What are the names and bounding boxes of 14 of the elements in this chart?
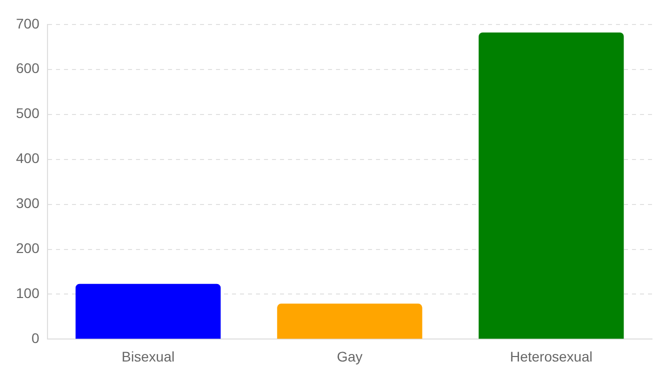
y-tick-label: 400 — [16, 150, 40, 166]
x-tick-label: Gay — [336, 348, 363, 364]
x-tick-label: Bisexual — [122, 348, 175, 364]
y-tick-label: 0 — [32, 330, 40, 346]
bar — [478, 32, 624, 339]
y-tick-label: 300 — [16, 195, 40, 212]
y-tick-label: 700 — [16, 15, 40, 32]
bar — [277, 304, 422, 339]
y-tick-label: 500 — [16, 105, 40, 122]
y-tick-label: 600 — [16, 60, 40, 76]
y-tick-label: 200 — [16, 240, 40, 256]
x-tick-label: Heterosexual — [510, 348, 592, 364]
y-tick-label: 100 — [16, 285, 40, 302]
bar — [76, 284, 221, 339]
